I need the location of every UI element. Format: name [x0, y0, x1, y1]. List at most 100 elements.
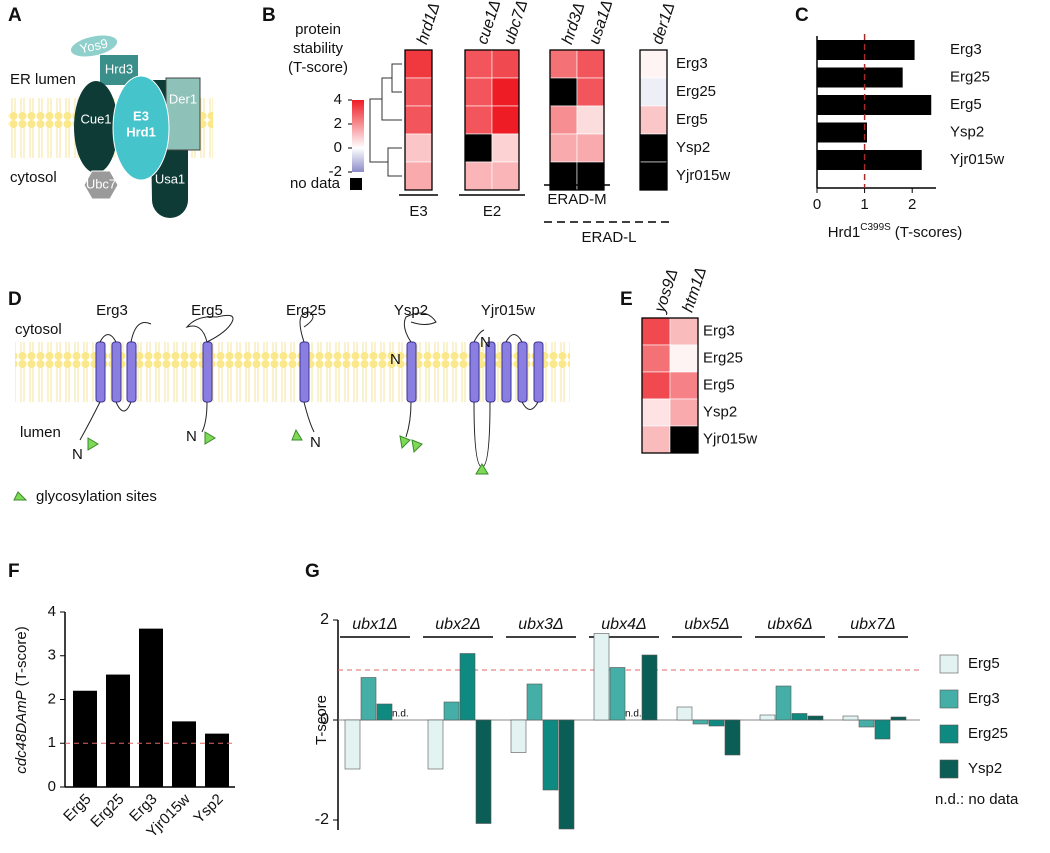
n-terminus: N	[186, 428, 197, 445]
block-border	[639, 49, 668, 191]
heat-cell	[491, 77, 520, 107]
diagram-d	[13, 311, 570, 501]
group-label: ubx6Δ	[767, 616, 812, 633]
bar	[344, 719, 361, 770]
cytosol-label: cytosol	[10, 169, 57, 186]
protein-label: Erg5	[191, 302, 223, 319]
heat-cell	[491, 133, 520, 163]
x-tick-label: 2	[908, 196, 916, 213]
x-label-text: Hrd1	[828, 224, 861, 241]
bar	[817, 67, 903, 88]
category-label: Yjr015w	[950, 151, 1004, 168]
cue1-label: Cue1	[80, 111, 111, 126]
bar	[427, 719, 444, 770]
heat-cell	[491, 161, 520, 191]
y-tick-label: 1	[48, 734, 56, 751]
der1-shape	[165, 77, 201, 151]
yos9-shape	[69, 34, 119, 58]
colorbar-title: (T-score)	[288, 59, 348, 76]
heat-cell	[404, 105, 433, 135]
heat-cell	[576, 161, 605, 191]
block-border	[464, 49, 520, 191]
column-label: yos9Δ	[651, 267, 681, 316]
y-tick-label: 3	[48, 647, 56, 664]
panel-label: E	[620, 289, 633, 310]
n-terminus: N	[480, 334, 491, 351]
y-tick-label: -2	[315, 811, 329, 828]
bar	[759, 714, 776, 721]
hrd1-shape	[112, 75, 170, 181]
bar	[593, 633, 610, 721]
er-lumen-label: ER lumen	[10, 71, 76, 88]
group-label: ubx1Δ	[352, 616, 397, 633]
legend-label: glycosylation sites	[36, 488, 157, 505]
bar	[609, 667, 626, 721]
usa1-label: Usa1	[155, 171, 185, 186]
bar	[708, 719, 725, 727]
bar	[791, 713, 808, 721]
panel-label: G	[305, 561, 320, 582]
heat-cell	[404, 161, 433, 191]
heat-cell	[669, 398, 699, 427]
bar	[724, 719, 741, 756]
yos9-label: Yos9	[78, 36, 109, 57]
y-axis-label: cdc48DAmP (T-score)	[13, 626, 30, 773]
column-label: der1Δ	[649, 1, 678, 47]
loop	[299, 311, 315, 433]
legend-swatch	[939, 654, 959, 674]
dendrogram	[369, 63, 402, 177]
panel-label: F	[8, 561, 20, 582]
row-label: Ysp2	[676, 139, 710, 156]
e3-label: E3	[133, 108, 149, 123]
heat-cell	[549, 161, 578, 191]
n-terminus: N	[390, 351, 401, 368]
heat-cell	[641, 317, 671, 346]
y-label-italic: cdc48DAmP	[13, 690, 30, 773]
heat-cell	[639, 77, 668, 107]
bar	[106, 674, 130, 787]
bar	[443, 701, 460, 721]
der1-label: Der1	[169, 91, 197, 106]
y-tick-label: 4	[48, 603, 56, 620]
heat-cell	[549, 49, 578, 79]
row-label: Erg3	[676, 55, 708, 72]
protein-label: Erg3	[96, 302, 128, 319]
colorbar-tick-label: -2	[329, 163, 342, 180]
block-border	[641, 317, 699, 454]
y-label-text: (T-score)	[13, 626, 30, 686]
colorbar-title: protein	[295, 21, 341, 38]
bar	[817, 122, 867, 143]
heat-cell	[669, 344, 699, 373]
protein-label: Ysp2	[394, 302, 428, 319]
heat-cell	[464, 105, 493, 135]
loop	[79, 322, 152, 441]
legend-note: n.d.: no data	[935, 791, 1019, 808]
bar	[558, 719, 575, 830]
colorbar-tick-label: 4	[334, 91, 342, 108]
hrd1-label: Hrd1	[126, 124, 156, 139]
heat-cell	[464, 133, 493, 163]
legend-label: Erg3	[968, 690, 1000, 707]
x-axis-label: Hrd1C399S (T-scores)	[828, 222, 963, 241]
heat-cell	[404, 49, 433, 79]
category-label: Erg25	[950, 68, 990, 85]
glycosylation-marks	[13, 428, 489, 501]
row-label: Yjr015w	[676, 167, 730, 184]
y-axis-label: T-score	[313, 695, 330, 745]
colorbar-title: stability	[293, 40, 344, 57]
column-label: usa1Δ	[586, 0, 616, 47]
column-label: cue1Δ	[474, 0, 504, 47]
group-label: E3	[409, 203, 427, 220]
bar	[73, 690, 97, 787]
heat-cell	[639, 161, 668, 191]
panel-label: B	[262, 5, 276, 26]
colorbar-tick-label: 0	[334, 139, 342, 156]
column-label: htm1Δ	[680, 265, 710, 314]
bar	[641, 654, 658, 721]
cytosol-label: cytosol	[15, 321, 62, 338]
bar	[692, 719, 709, 725]
bar	[676, 706, 693, 721]
legend-swatch	[939, 759, 959, 779]
